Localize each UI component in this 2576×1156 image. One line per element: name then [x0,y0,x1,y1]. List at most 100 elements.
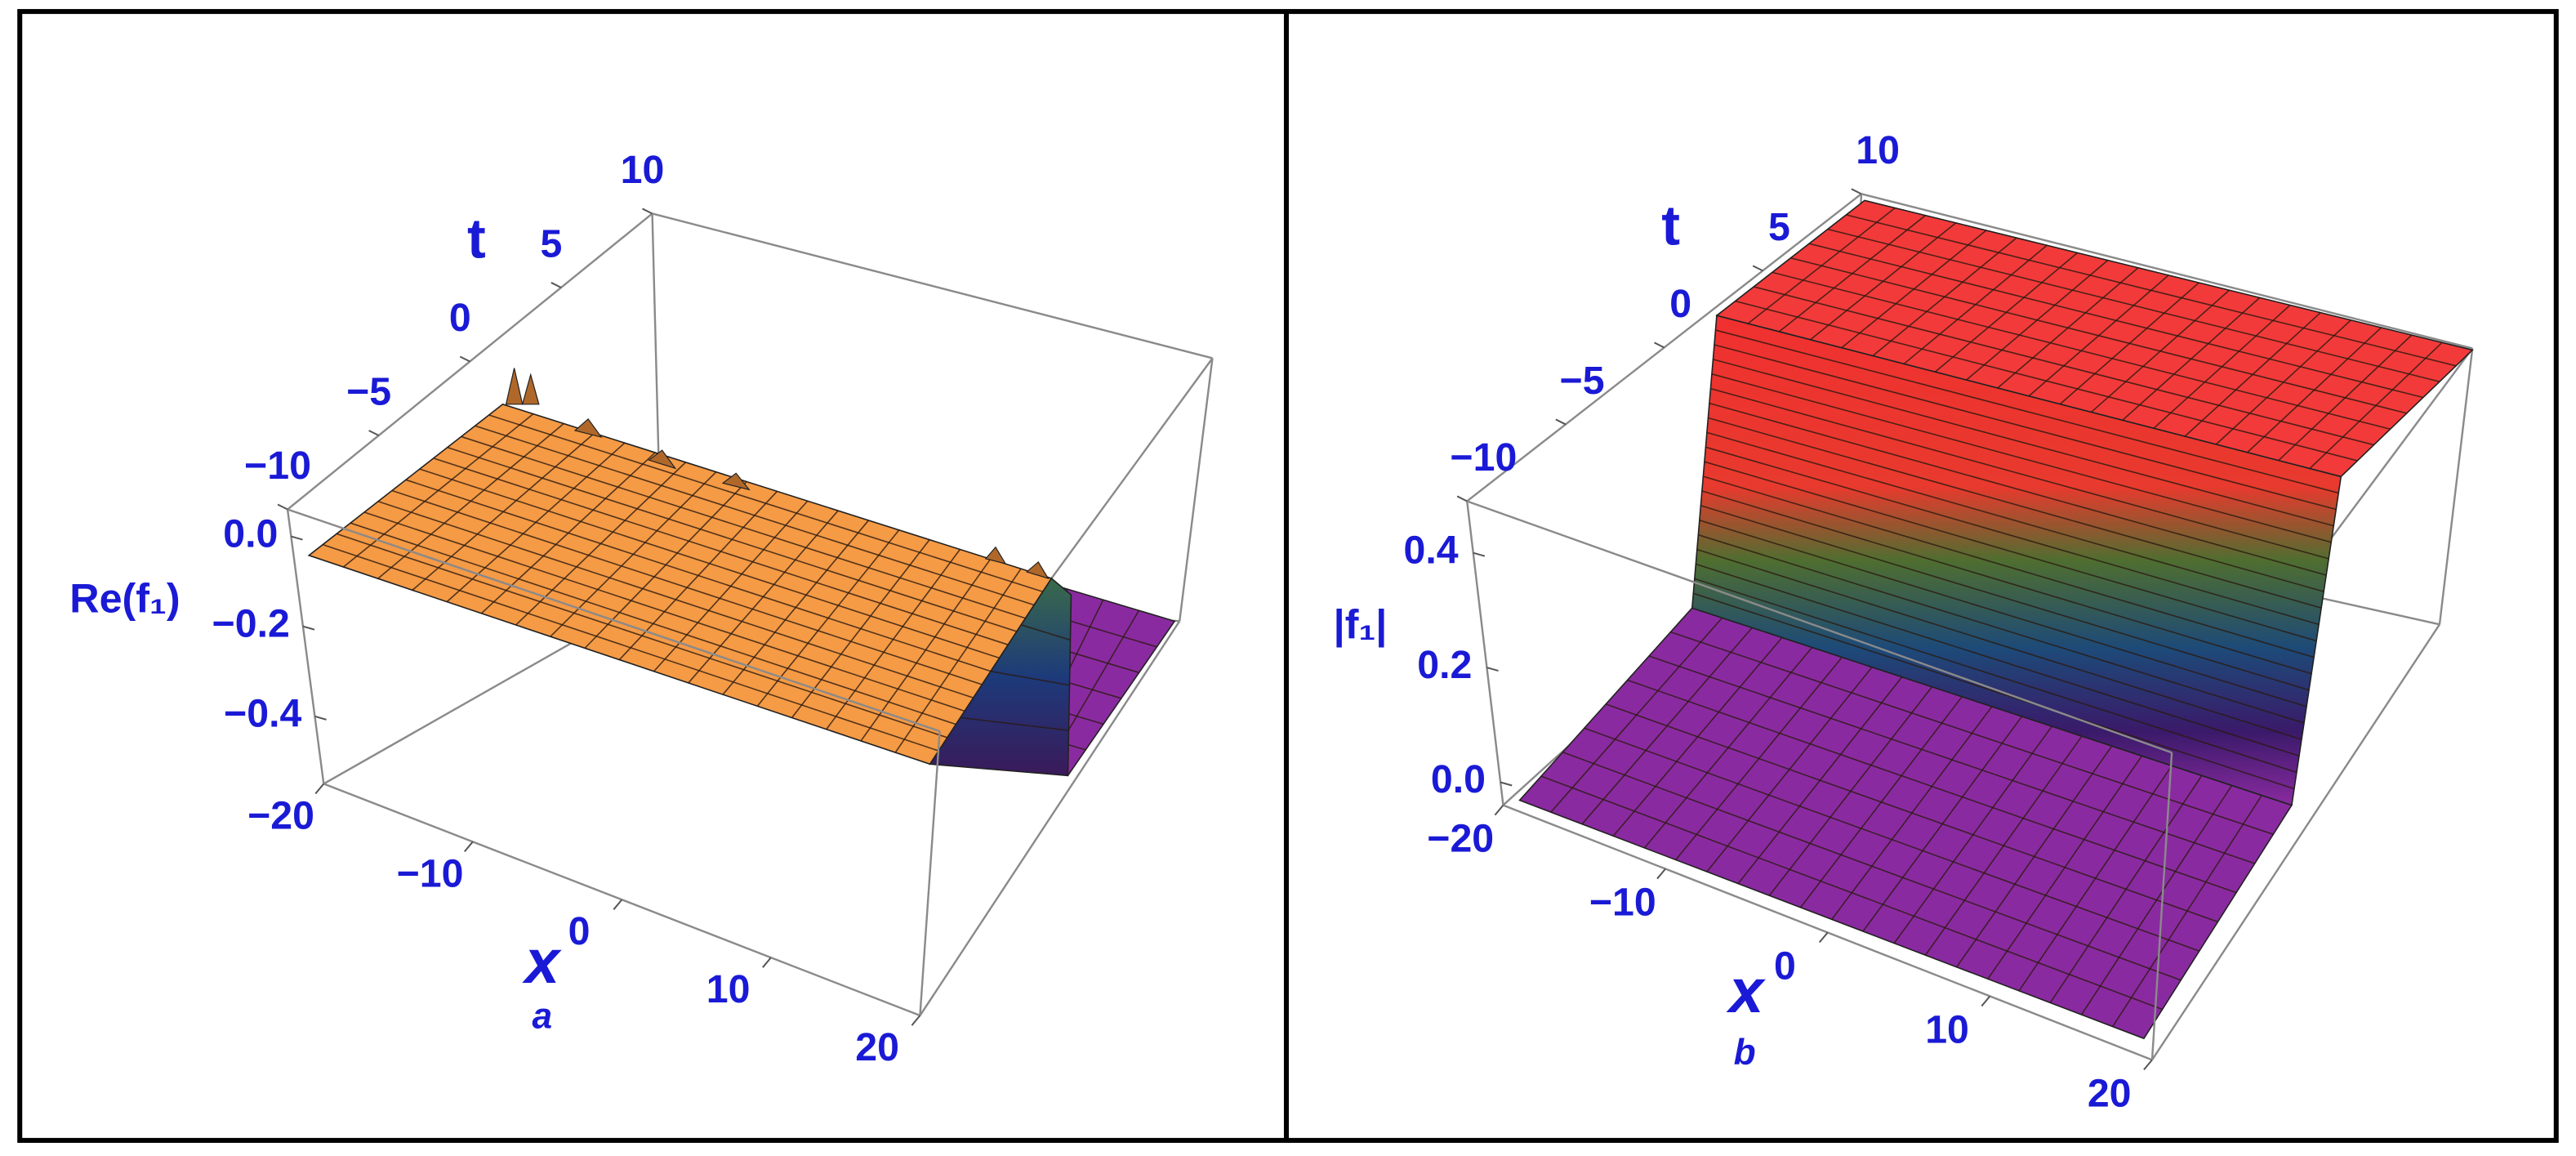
y-tick-label: 0 [449,296,471,340]
mesh-line [1934,252,2078,373]
y-axis-label: t [1661,195,1680,257]
mesh-line [1831,706,1993,920]
mesh-line [990,670,1070,686]
box-edge [286,509,325,784]
z-tick [1500,781,1513,787]
surface-spike [521,373,540,405]
y-tick [459,355,470,363]
z-tick-label: −0.4 [224,692,301,736]
y-tick-label: 5 [1768,205,1790,249]
y-tick [277,503,288,511]
mesh-line [1872,237,2017,357]
mesh-line [1841,230,1987,349]
mesh-line [1955,745,2113,968]
mesh-line [1704,461,2317,642]
y-tick [550,282,562,288]
box-edge [919,730,941,1016]
z-tick-label: 0.4 [1404,528,1459,572]
mesh-line [1714,344,2337,511]
mesh-line [342,413,534,568]
mesh-line [412,432,595,591]
box-edge [2150,623,2440,1060]
mesh-line [2278,334,2413,462]
mesh-line [1581,627,1753,825]
mesh-line [1700,505,2310,691]
box-edge [2438,348,2474,625]
mesh-line [1693,592,2295,790]
x-tick [1818,931,1829,944]
y-tick [1851,188,1862,195]
mesh-line [2122,297,2261,421]
x-tick [762,957,772,968]
mesh-line [1799,696,1963,908]
mesh-line [1924,735,2083,956]
mesh-line [2049,774,2203,1003]
mesh-line [1705,446,2320,626]
x-tick-label: −20 [247,793,314,837]
z-tick-label: 0.0 [1431,757,1486,801]
y-tick-label: 0 [1669,282,1691,326]
z-axis-label: |f₁| [1334,601,1388,649]
mesh-line [894,568,1022,753]
mesh-line [1699,520,2307,707]
mesh-line [1020,624,1071,641]
mesh-line [1997,267,2139,389]
mesh-line [1694,578,2297,774]
mesh-line [2184,312,2321,437]
mesh-line [1893,725,2052,944]
mesh-line [1675,657,1843,860]
mesh-line [1903,244,2048,364]
x-tick [1494,804,1504,816]
box-edge [1466,501,1504,806]
mesh-line [1550,617,1723,813]
y-tick-label: 10 [621,148,665,192]
x-tick-label: −20 [1427,817,1494,861]
x-tick [911,1015,921,1026]
mesh-line [2215,319,2351,445]
mesh-line [1708,417,2324,592]
mesh-line [1612,636,1783,837]
panel-caption: b [1734,1033,1756,1073]
mesh-line [1643,646,1813,849]
z-tick [302,625,315,631]
y-axis-label: t [467,208,486,270]
mesh-line [860,558,992,742]
x-tick [2143,1059,2153,1071]
x-tick [613,899,623,910]
panel-caption: a [533,997,553,1037]
mesh-line [2309,341,2443,470]
mesh-line [1710,387,2329,560]
x-axis-label: x [1726,957,1767,1026]
surface-spike [573,418,603,439]
mesh-line [1810,222,1957,341]
mesh-line [1715,329,2339,494]
x-tick [314,783,325,795]
x-tick-label: 0 [1774,944,1796,988]
x-tick-label: −10 [1589,881,1656,925]
mesh-line [960,716,1069,731]
x-tick-label: 0 [568,909,591,953]
x-tick [464,841,474,853]
z-tick-label: −0.2 [212,601,290,645]
panel: −20 −10 0 10 20 −10 −5 0 5 10 0.0 0.2 0.4 t xb |f₁| [1334,128,2474,1115]
mesh-line [1747,207,1896,324]
mesh-line [2059,282,2199,405]
surface-spike [721,472,751,491]
mesh-line [1778,215,1926,333]
y-tick-label: 5 [540,221,562,266]
surface-spike [1025,560,1050,580]
x-tick-label: 10 [706,967,751,1011]
mesh-line [515,462,687,626]
x-tick [1981,995,1991,1007]
mesh-line [1737,676,1903,885]
mesh-line [1703,475,2315,658]
z-axis-label: Re(f₁) [69,574,180,621]
panel: −20 −10 0 10 20 −10 −5 0 5 10 0.0 −0.2 −0.4 t xa Re(f₁) [69,148,1214,1069]
y-tick-label: −5 [1560,359,1605,403]
surface-spike [648,449,677,470]
x-tick-label: 20 [2088,1071,2132,1115]
mesh-line [2018,765,2173,992]
box-edge [652,212,1213,359]
